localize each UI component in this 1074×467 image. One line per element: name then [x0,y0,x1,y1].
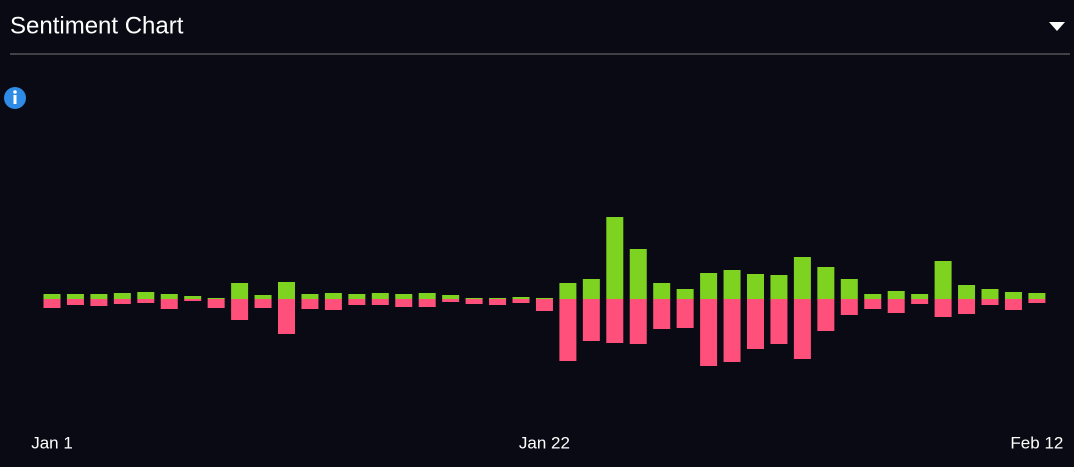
bar [348,299,366,305]
bar [676,289,694,299]
bar [301,294,319,299]
bar [911,294,929,299]
bar [512,297,530,299]
bar [43,294,61,299]
bar [934,299,952,317]
bar [324,293,342,299]
bar [934,261,952,299]
bar [512,299,530,303]
bar [278,299,295,334]
bar [723,270,741,299]
chart-title: Sentiment Chart [10,12,184,39]
bar [137,292,155,299]
bar [465,298,483,299]
bar [160,299,178,309]
bar [160,294,178,299]
bar [113,293,131,299]
bar [653,283,671,299]
bar [371,299,389,305]
bar [90,294,108,299]
bar [629,249,647,299]
bar [395,294,413,299]
bar [207,299,225,308]
bar [90,299,108,306]
bar [840,279,858,299]
bar [700,273,718,299]
bar [231,283,249,299]
bar [184,299,202,301]
bar [606,299,624,343]
bar [1028,299,1046,303]
bar [840,299,858,315]
bar [371,293,389,299]
bar [113,299,131,304]
bar [395,299,413,307]
bar [911,299,929,304]
bar [418,299,436,307]
bar [1004,292,1022,299]
bar [770,299,788,344]
bar [653,299,671,329]
bar [629,299,647,344]
bar [66,294,84,299]
bar [817,299,835,331]
bar [43,299,61,308]
bar [348,294,366,299]
bar [864,299,882,309]
bar [489,299,507,305]
bar [770,275,788,299]
bar [184,296,202,299]
bar [278,282,295,299]
bar [1004,299,1022,310]
info-icon[interactable] [4,87,26,109]
bar [582,299,600,341]
bar [582,279,600,299]
bar [887,299,905,313]
bar [231,299,249,320]
bar [254,299,272,308]
bar [793,257,811,299]
bar [442,299,460,302]
x-tick-label: Jan 1 [31,433,73,452]
bar [747,274,764,299]
bar [535,299,553,311]
dropdown-toggle[interactable] [1049,22,1065,31]
bar [981,299,999,305]
bar [137,299,155,303]
bar [958,299,976,314]
bar [747,299,764,349]
bar [958,285,976,299]
bar [535,298,553,299]
bar [793,299,811,359]
bar [66,299,84,305]
bar [207,298,225,299]
bar [442,295,460,299]
bar [418,293,436,299]
bar [301,299,319,309]
bar [887,291,905,299]
bar [817,267,835,299]
bar [324,299,342,310]
bar [465,299,483,304]
bar [559,283,577,299]
bar [559,299,577,361]
bar [254,295,272,299]
x-tick-label: Jan 22 [519,433,570,452]
bar [723,299,741,362]
bar [676,299,694,328]
bar [981,289,999,299]
bar [489,298,507,299]
bar [606,217,624,299]
x-tick-label: Feb 12 [1010,433,1063,452]
bar [864,294,882,299]
bar [1028,293,1046,299]
bar [700,299,718,366]
